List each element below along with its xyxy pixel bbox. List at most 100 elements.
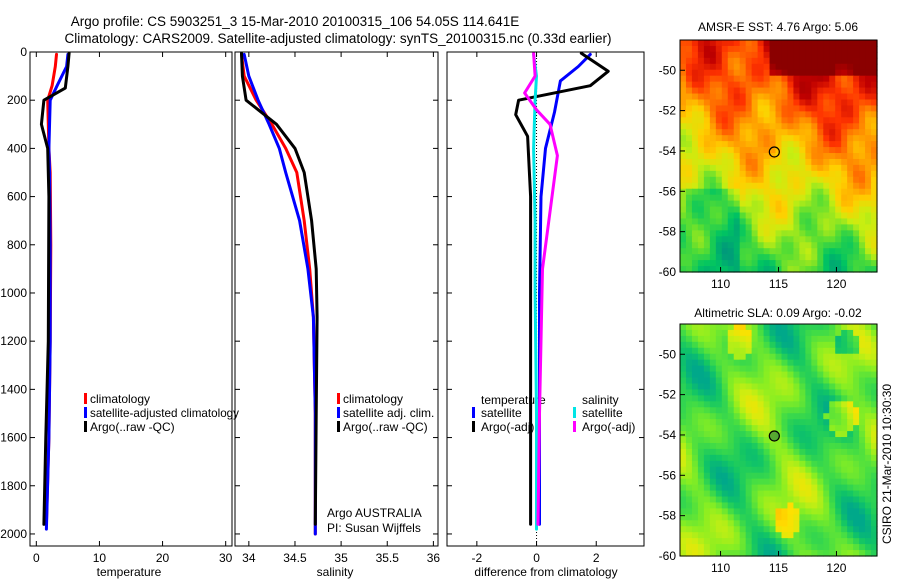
sst-map-cell [709, 99, 717, 107]
sla-map-cell [817, 413, 824, 420]
sla-map-cell [787, 389, 795, 396]
sst-map-cell [751, 87, 759, 95]
sla-map-cell [733, 442, 741, 450]
sst-map-cell [685, 266, 693, 273]
sla-map-cell [751, 341, 759, 349]
sla-map-cell [685, 484, 693, 492]
sst-map-cell [769, 170, 777, 178]
sla-map-cell [697, 514, 705, 521]
sla-map-cell [775, 502, 783, 510]
sst-map-cell [841, 224, 848, 231]
sla-map-cell [811, 472, 818, 480]
sla-map-cell [691, 508, 699, 515]
sla-map-cell [727, 419, 735, 426]
sst-map-cell [781, 158, 789, 166]
sla-map-cell [763, 520, 771, 527]
sst-map-cell [685, 260, 693, 267]
sla-map-cell [799, 365, 806, 373]
sst-map-cell [787, 176, 795, 184]
sst-map-cell [680, 69, 687, 77]
sla-map-cell [835, 460, 842, 468]
sla-map-cell [781, 335, 789, 343]
sst-map-cell [853, 69, 860, 77]
sla-map-cell [739, 502, 747, 510]
sst-map-cell [739, 206, 747, 214]
sla-map-cell [745, 484, 753, 492]
sla-map-cell [685, 472, 693, 480]
sla-map-cell [823, 324, 830, 331]
temperature-xtick-label: 30 [219, 551, 233, 565]
sst-map-cell [793, 51, 800, 59]
sst-map-cell [703, 99, 711, 107]
sst-map-cell [751, 170, 759, 178]
sla-map-cell [823, 437, 830, 444]
sst-map-cell [859, 45, 866, 53]
sst-map-cell [793, 111, 800, 118]
sst-map-cell [715, 242, 723, 249]
sst-map-cell [775, 45, 783, 53]
sst-map-cell [733, 224, 741, 231]
sla-map-cell [865, 538, 872, 545]
sla-map-cell [853, 365, 860, 373]
sst-map-cell [709, 254, 717, 261]
sla-map-cell [739, 496, 747, 504]
sla-map-cell [739, 353, 747, 361]
temperature-ytick-label: 600 [7, 190, 27, 204]
sla-map-cell [781, 550, 789, 557]
sla-map-cell [733, 347, 741, 355]
sla-map-cell [697, 419, 705, 426]
sla-map-cell [727, 502, 735, 510]
sst-map-cell [847, 164, 854, 172]
sst-map-cell [793, 81, 800, 89]
sla-map-cell [721, 544, 729, 551]
sst-map-cell [829, 45, 836, 53]
sst-map-cell [811, 230, 818, 237]
sst-map-cell [793, 194, 800, 202]
sla-map-cell [775, 395, 783, 402]
sst-map-cell [841, 93, 848, 101]
sst-map-cell [829, 260, 836, 267]
sla-map-cell [793, 514, 800, 521]
sst-map-cell [835, 182, 842, 190]
sla-map-cell [871, 466, 878, 474]
sst-map-cell [769, 176, 777, 184]
sst-map-cell [721, 266, 729, 273]
sla-map-cell [823, 538, 830, 545]
sla-map-cell [865, 514, 872, 521]
sst-map-cell [793, 129, 800, 136]
sla-map-cell [811, 544, 818, 551]
sla-map-cell [859, 353, 866, 361]
sst-map-cell [691, 188, 699, 196]
sla-map-cell [775, 347, 783, 355]
sst-map-cell [763, 75, 771, 83]
sla-map-cell [847, 466, 854, 474]
sla-map-cell [709, 550, 717, 557]
sst-map-cell [775, 188, 783, 196]
sla-map-cell [847, 532, 854, 539]
sst-map-cell [841, 218, 848, 226]
sst-map-cell [775, 117, 783, 124]
sst-map-cell [709, 51, 717, 59]
sla-map-cell [793, 395, 800, 402]
sst-map-cell [871, 176, 878, 184]
sst-map-cell [793, 206, 800, 214]
sla-map-cell [805, 466, 812, 474]
sla-map-cell [703, 425, 711, 432]
sst-map-cell [703, 218, 711, 226]
sst-map-cell [685, 141, 693, 148]
sst-map-cell [763, 176, 771, 184]
sst-map-cell [703, 147, 711, 154]
sst-map-cell [835, 176, 842, 184]
sla-map-cell [769, 359, 777, 367]
sst-map-cell [811, 200, 818, 208]
salinity-series-2 [240, 51, 319, 526]
sst-map-cell [703, 260, 711, 267]
sla-map-cell [793, 413, 800, 420]
sst-map-cell [871, 123, 878, 130]
sla-map-cell [763, 550, 771, 557]
sst-map-cell [853, 129, 860, 136]
sla-map-cell [829, 401, 836, 408]
sst-map-cell [751, 81, 759, 89]
salinity-xtick-label: 34.5 [283, 551, 307, 565]
sla-map-cell [841, 431, 848, 438]
